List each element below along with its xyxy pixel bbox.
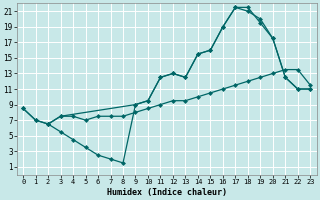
- X-axis label: Humidex (Indice chaleur): Humidex (Indice chaleur): [107, 188, 227, 197]
